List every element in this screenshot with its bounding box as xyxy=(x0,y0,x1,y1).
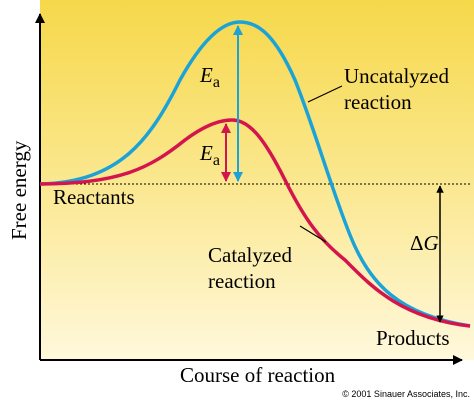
uncatalyzed-leader xyxy=(307,85,343,103)
ea-uncatalyzed-label: Ea xyxy=(199,63,220,91)
ea-catalyzed-label: Ea xyxy=(199,141,220,169)
uncatalyzed-label-line2: reaction xyxy=(344,90,412,114)
products-label: Products xyxy=(376,326,450,350)
reactants-label: Reactants xyxy=(53,185,135,209)
copyright-notice: © 2001 Sinauer Associates, Inc. xyxy=(342,389,470,399)
x-axis-label: Course of reaction xyxy=(180,363,336,387)
catalyzed-curve xyxy=(39,118,471,328)
y-axis-label: Free energy xyxy=(7,140,31,240)
plot-area xyxy=(40,0,474,360)
catalyzed-label-line2: reaction xyxy=(208,269,276,293)
uncatalyzed-curve xyxy=(39,20,471,328)
uncatalyzed-label-line1: Uncatalyzed xyxy=(344,64,449,88)
catalyzed-label-line1: Catalyzed xyxy=(208,243,292,267)
catalyzed-leader xyxy=(299,225,327,243)
delta-g-label: ΔG xyxy=(410,231,439,255)
